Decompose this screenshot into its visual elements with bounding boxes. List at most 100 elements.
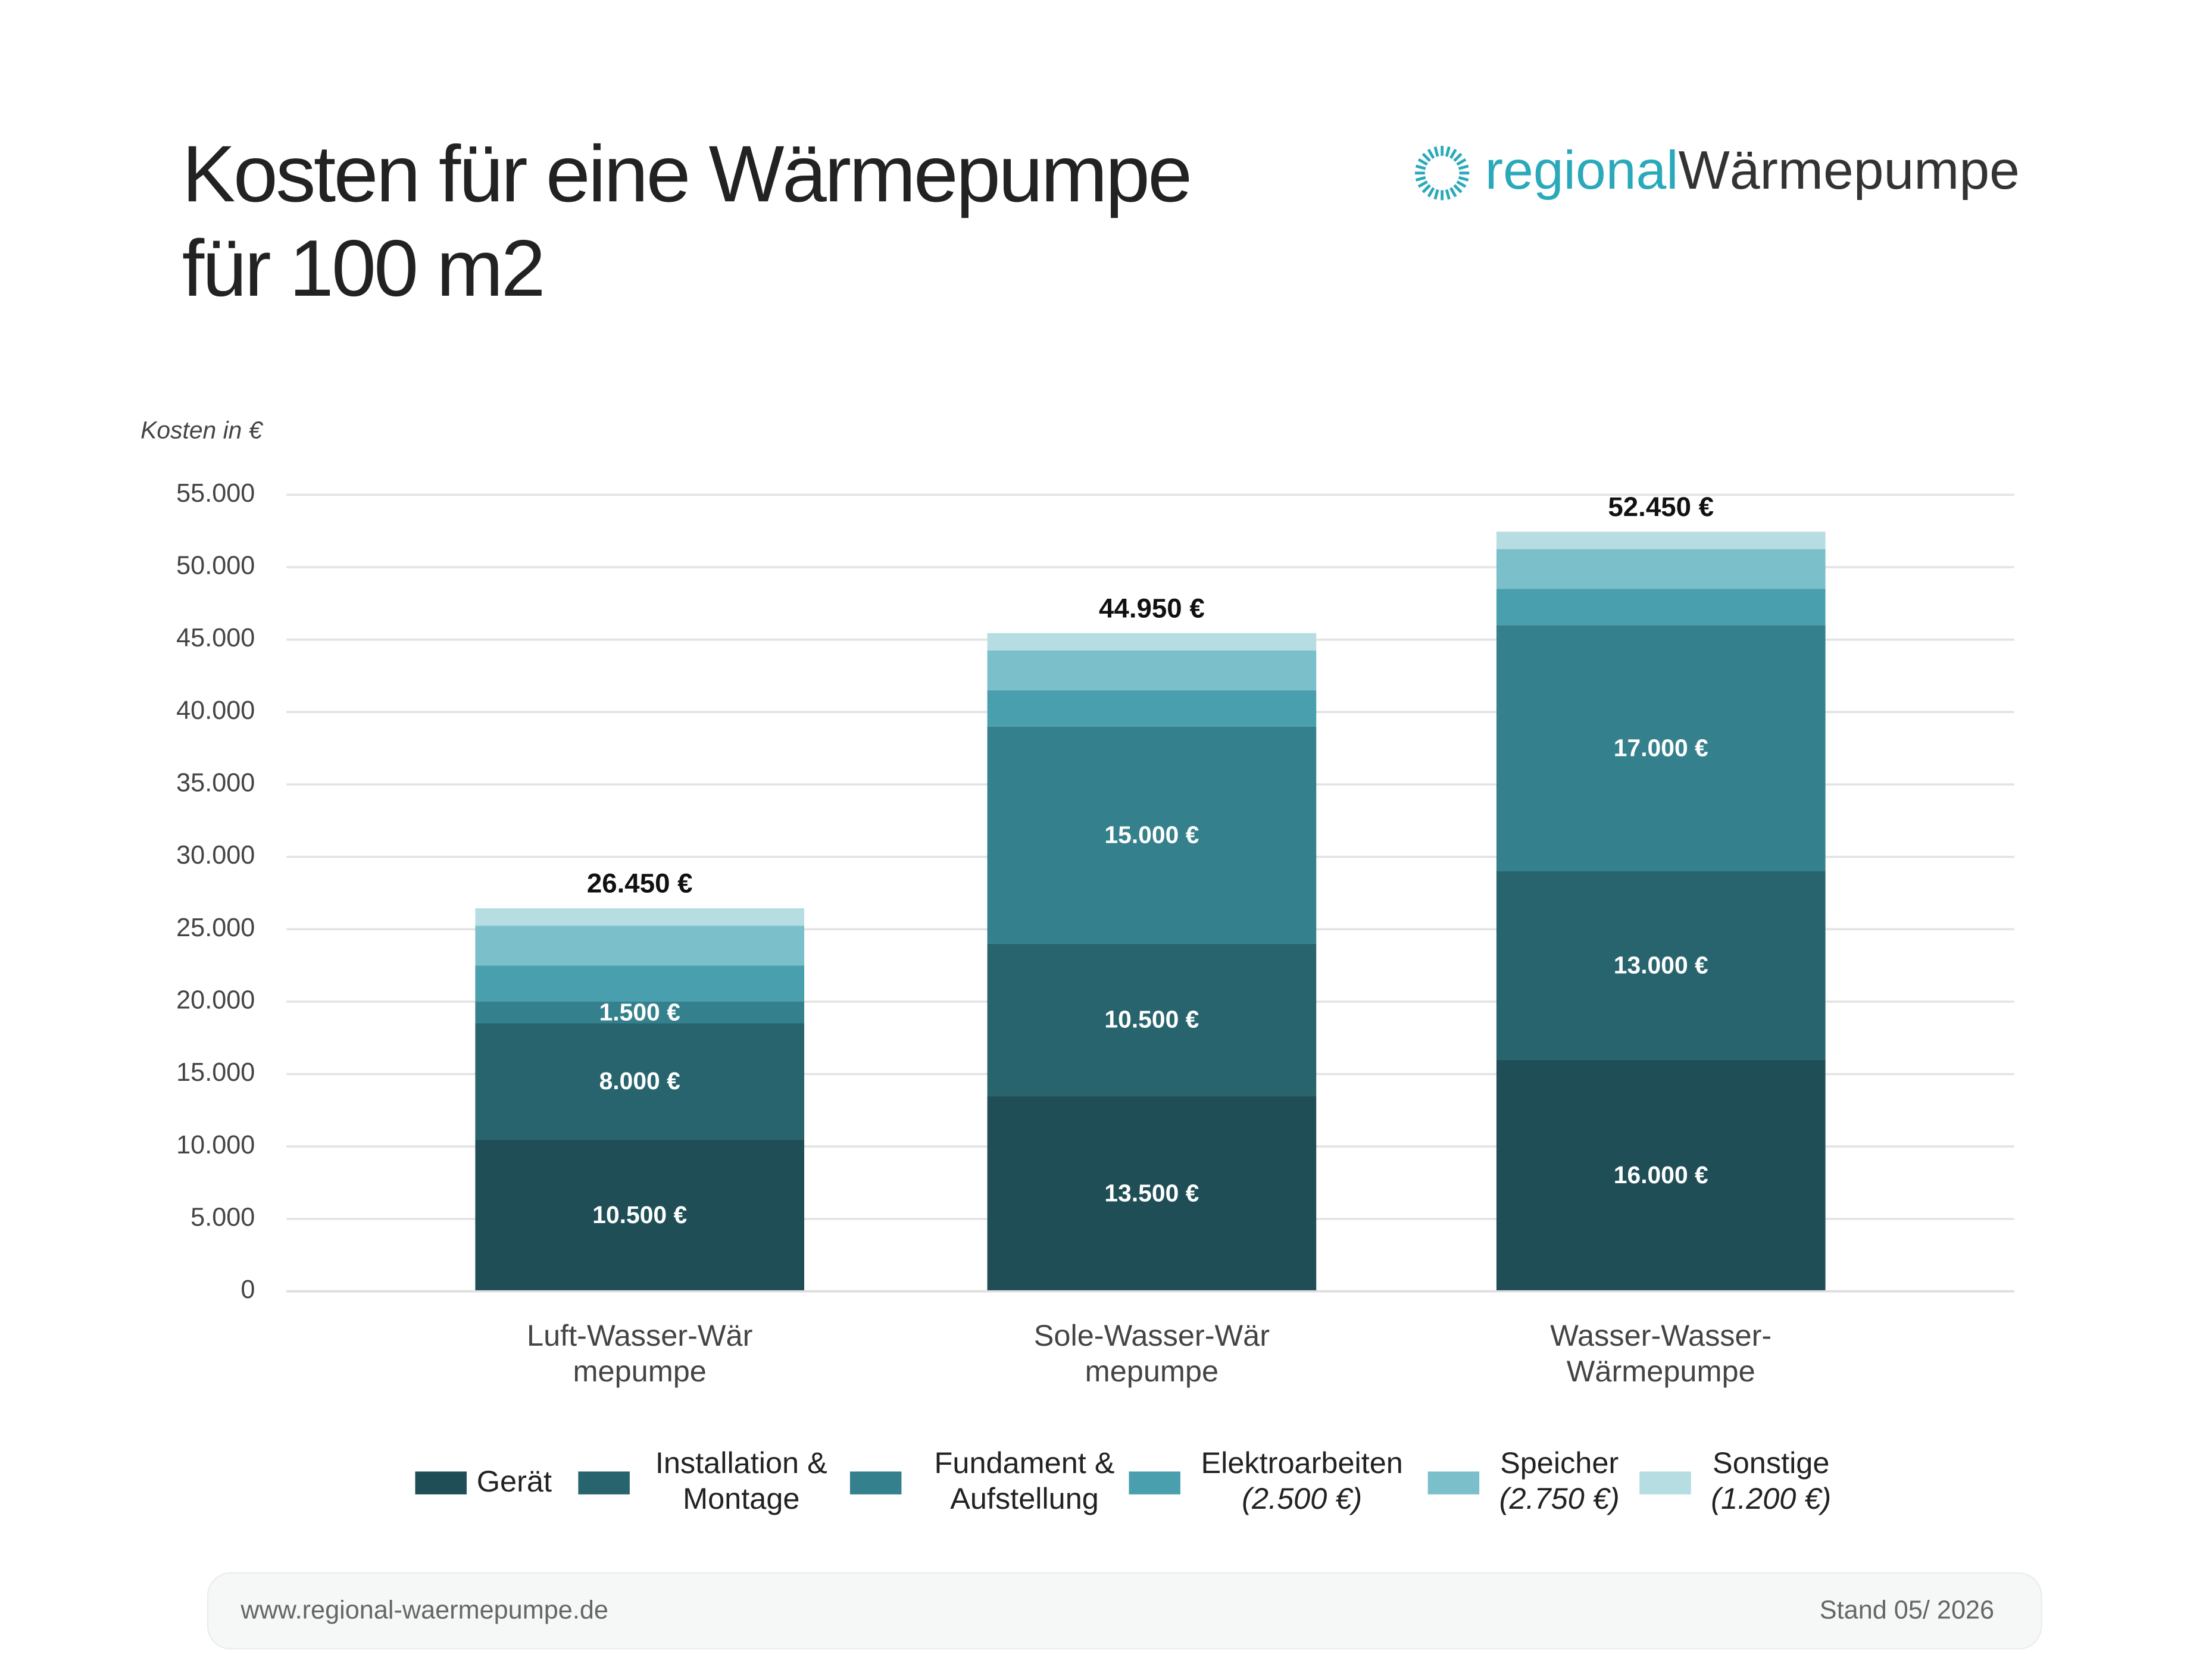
logo-ray [1445, 146, 1451, 157]
y-tick-label: 15.000 [176, 1058, 255, 1087]
bar-segment [475, 965, 805, 1002]
x-tick-label: Luft-Wasser-Wärmepumpe [527, 1319, 753, 1389]
bar-segment [1496, 1059, 1826, 1292]
bar-segment [1496, 625, 1826, 872]
y-tick-label: 30.000 [176, 841, 255, 870]
bar-segment [987, 726, 1317, 944]
legend-note: (2.750 €) [1499, 1483, 1620, 1516]
value-label: 10.500 € [592, 1201, 687, 1228]
total-label: 44.950 € [1099, 593, 1205, 623]
value-label: 13.000 € [1614, 951, 1708, 978]
footer-date: Stand 05/ 2026 [1820, 1596, 1994, 1624]
logo-part: regional [1485, 140, 1679, 201]
logo-ray [1449, 148, 1457, 159]
logo-ray [1458, 176, 1469, 182]
logo-ray [1456, 180, 1467, 188]
legend-swatch [849, 1471, 902, 1494]
legend-box: Elektroarbeiten(2.500 €) [1188, 1446, 1416, 1517]
legend-box: Speicher(2.750 €) [1488, 1446, 1631, 1517]
legend-box: Fundament & Aufstellung [910, 1446, 1139, 1517]
total-label: 52.450 € [1608, 492, 1714, 522]
logo-ray [1433, 189, 1439, 200]
legend-label: Installation & Montage [655, 1447, 827, 1516]
y-tick-label: 10.000 [176, 1131, 255, 1159]
logo-ray [1449, 187, 1457, 198]
y-tick-label: 5.000 [190, 1203, 255, 1231]
bar-segment [987, 943, 1317, 1096]
logo-ray [1453, 184, 1463, 193]
bar-segment [1496, 549, 1826, 589]
value-label: 16.000 € [1614, 1161, 1708, 1189]
logo-ray [1433, 146, 1439, 157]
x-tick-label-box: Sole-Wasser-Wärmepumpe [1033, 1319, 1270, 1389]
value-label: 15.000 € [1104, 821, 1199, 848]
value-label: 1.500 € [599, 998, 680, 1025]
legend-entry: Gerät [477, 1446, 577, 1500]
y-tick-label: 35.000 [176, 768, 255, 797]
y-tick-label: 50.000 [176, 551, 255, 580]
logo-ray [1445, 189, 1451, 200]
legend-entry: Installation & Montage [641, 1446, 841, 1517]
y-tick-label: 55.000 [176, 479, 255, 508]
legend-swatch [1639, 1471, 1691, 1494]
value-label: 17.000 € [1614, 734, 1708, 761]
legend-entry: Speicher (2.750 €) [1488, 1446, 1631, 1517]
value-label: 13.500 € [1104, 1180, 1199, 1207]
value-label: 10.500 € [1104, 1006, 1199, 1033]
bar-segment [987, 650, 1317, 690]
legend-label: Fundament & Aufstellung [934, 1447, 1115, 1516]
y-tick-label: 40.000 [176, 696, 255, 725]
bar-segment [475, 1023, 805, 1140]
logo-ray [1458, 164, 1469, 170]
legend-box: Sonstige(1.200 €) [1699, 1446, 1842, 1517]
logo-ray [1417, 158, 1428, 166]
legend-box: Gerät [477, 1446, 577, 1500]
legend-swatch [578, 1471, 630, 1494]
legend-label: Elektroarbeiten [1201, 1447, 1403, 1480]
logo-ray [1427, 148, 1435, 159]
legend-swatch [1427, 1471, 1480, 1494]
legend-label: Speicher [1500, 1447, 1619, 1480]
legend-box: Installation & Montage [641, 1446, 841, 1517]
x-tick-label: Sole-Wasser-Wärmepumpe [1033, 1319, 1270, 1389]
logo-ray [1421, 152, 1431, 162]
bar-segment [475, 1139, 805, 1292]
logo-ray [1421, 184, 1431, 193]
y-tick-label: 0 [240, 1275, 255, 1304]
logo-icon [1414, 146, 1470, 201]
logo-ray [1417, 180, 1428, 188]
title: für 100 m2 [182, 223, 543, 313]
legend-note: (2.500 €) [1242, 1483, 1363, 1516]
logo-part: Wärmepumpe [1679, 140, 2020, 201]
logo: regionalWärmepumpe [1485, 140, 2020, 201]
x-tick-label-box: Wasser-Wasser-Wärmepumpe [1550, 1319, 1772, 1389]
bar-segment [987, 633, 1317, 651]
logo-ray [1456, 158, 1467, 166]
bar-segment [987, 1096, 1317, 1292]
legend-entry: Elektroarbeiten (2.500 €) [1188, 1446, 1416, 1517]
logo-ray [1427, 187, 1435, 198]
legend-swatch [1129, 1471, 1180, 1494]
bar-segment [1496, 871, 1826, 1060]
footer-box [207, 1572, 2042, 1650]
bar-segment [475, 1002, 805, 1024]
y-axis-label: Kosten in € [140, 416, 264, 443]
x-tick-label-box: Luft-Wasser-Wärmepumpe [527, 1319, 753, 1389]
legend-label: Sonstige [1713, 1447, 1830, 1480]
bar-segment [475, 925, 805, 966]
footer-url: www.regional-waermepumpe.de [240, 1596, 608, 1624]
bar-segment [475, 908, 805, 926]
logo-ray [1453, 152, 1463, 162]
total-label: 26.450 € [587, 868, 693, 899]
value-label: 8.000 € [599, 1067, 680, 1095]
legend-entry: Fundament & Aufstellung [910, 1446, 1139, 1517]
legend-label: Gerät [476, 1465, 552, 1499]
x-tick-label: Wasser-Wasser-Wärmepumpe [1550, 1319, 1772, 1389]
logo-ray [1415, 176, 1426, 182]
legend-swatch [415, 1471, 467, 1494]
legend-entry: Sonstige (1.200 €) [1699, 1446, 1842, 1517]
y-tick-label: 45.000 [176, 624, 255, 652]
bar-segment [987, 690, 1317, 727]
y-tick-label: 20.000 [176, 986, 255, 1014]
